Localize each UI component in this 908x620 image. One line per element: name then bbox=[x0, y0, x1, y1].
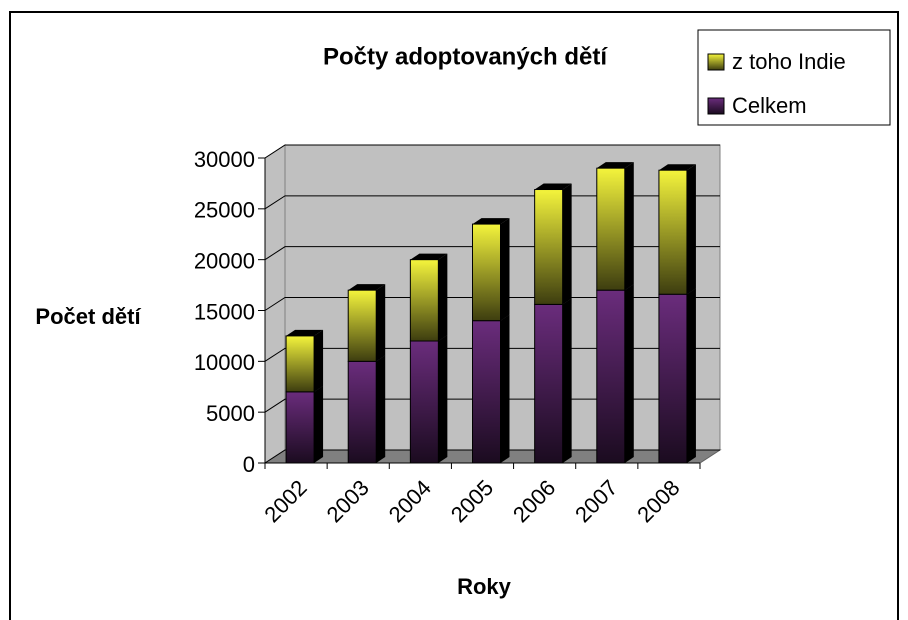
bar-top bbox=[472, 218, 510, 225]
bar bbox=[347, 284, 386, 362]
legend-label: z toho Indie bbox=[732, 49, 846, 74]
bar-outline bbox=[347, 289, 377, 362]
grid-line bbox=[264, 195, 720, 210]
bar-outline bbox=[472, 223, 501, 322]
y-tick-label: 0 bbox=[243, 452, 255, 477]
chart-title: Počty adoptovaných dětí bbox=[323, 43, 608, 70]
bar-outline bbox=[534, 189, 564, 305]
grid-line bbox=[264, 246, 720, 261]
y-tick-label: 15000 bbox=[194, 299, 255, 324]
bar-side bbox=[314, 385, 324, 463]
bar-outline bbox=[658, 169, 688, 295]
bar-side bbox=[376, 355, 386, 463]
bar bbox=[285, 329, 324, 393]
bar bbox=[534, 298, 572, 464]
bar bbox=[472, 314, 510, 464]
bar-top bbox=[348, 284, 386, 291]
grid-line bbox=[264, 347, 720, 362]
x-axis-label: Roky bbox=[457, 574, 512, 599]
bar bbox=[658, 164, 696, 295]
y-tick-label: 20000 bbox=[194, 248, 255, 273]
bar bbox=[658, 288, 696, 464]
grid-line bbox=[264, 449, 720, 464]
bar bbox=[596, 284, 634, 464]
bar-shade bbox=[596, 168, 625, 291]
legend-label: Celkem bbox=[732, 93, 807, 118]
bar-shade bbox=[410, 341, 439, 463]
bar-shade bbox=[534, 189, 563, 305]
bar-outline bbox=[409, 259, 439, 342]
bar-side bbox=[500, 314, 510, 463]
bar-shade bbox=[472, 224, 501, 321]
bar-outline bbox=[596, 167, 626, 291]
y-axis-label: Počet dětí bbox=[35, 304, 141, 329]
bar-shade bbox=[348, 361, 377, 463]
bar-top bbox=[286, 329, 324, 336]
bar-outline bbox=[285, 335, 315, 393]
bar-shade bbox=[286, 391, 315, 463]
legend-swatch-shade bbox=[708, 98, 724, 114]
bar-shade bbox=[410, 259, 439, 341]
bar-side bbox=[562, 183, 572, 305]
bar-side bbox=[562, 298, 572, 463]
bar-side bbox=[624, 284, 634, 463]
bar-shade bbox=[534, 304, 563, 463]
bar-side bbox=[686, 164, 696, 295]
bar-shade bbox=[658, 170, 687, 295]
legend-swatch-shade bbox=[708, 54, 724, 70]
grid-line bbox=[264, 297, 720, 311]
bar-side bbox=[500, 218, 510, 321]
bar-top bbox=[658, 164, 696, 171]
bar-top bbox=[410, 253, 448, 260]
bar-side bbox=[438, 253, 448, 341]
bar bbox=[409, 253, 448, 342]
bar-side bbox=[438, 335, 448, 463]
legend-box bbox=[697, 29, 891, 126]
grid-line bbox=[264, 398, 720, 413]
bar bbox=[347, 355, 386, 464]
bar-shade bbox=[472, 320, 501, 463]
y-tick-label: 30000 bbox=[194, 147, 255, 172]
bar bbox=[472, 218, 510, 322]
grid-line bbox=[264, 144, 720, 159]
y-tick-label: 25000 bbox=[194, 198, 255, 223]
bar bbox=[285, 385, 324, 464]
y-tick-label: 10000 bbox=[194, 350, 255, 375]
bar-side bbox=[686, 288, 696, 463]
bar bbox=[534, 183, 572, 305]
bar-shade bbox=[658, 294, 687, 463]
bar-side bbox=[624, 162, 634, 291]
y-tick-label: 5000 bbox=[206, 401, 255, 426]
bar-side bbox=[314, 329, 324, 392]
bar-top bbox=[534, 183, 572, 190]
bar bbox=[596, 162, 634, 291]
bar bbox=[409, 335, 448, 464]
bar-shade bbox=[348, 290, 377, 362]
bar-shade bbox=[596, 290, 625, 463]
bar-top bbox=[596, 162, 634, 169]
bar-shade bbox=[286, 335, 315, 392]
bar-side bbox=[376, 284, 386, 362]
